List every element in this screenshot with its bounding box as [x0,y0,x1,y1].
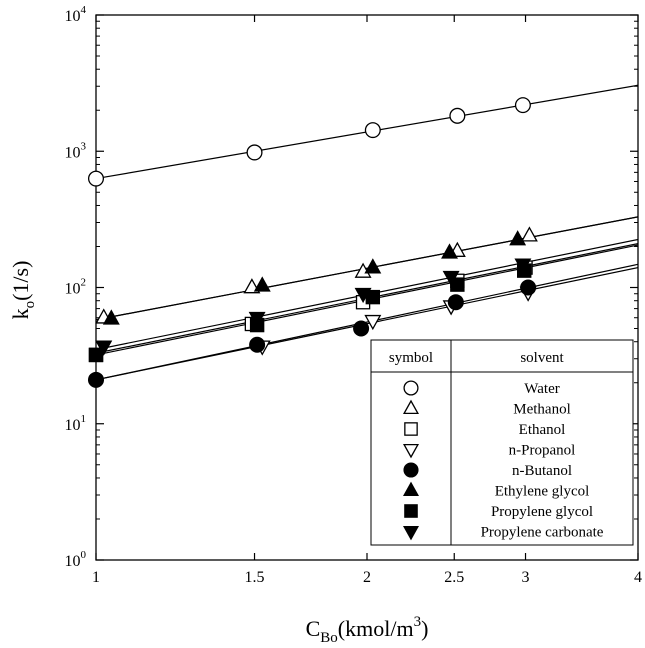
fit-line [95,216,639,321]
legend-label: Propylene carbonate [481,525,604,541]
data-points [87,97,538,388]
x-tick-label: 2 [363,569,371,586]
legend-label: n-Propanol [509,443,576,459]
x-tick-label: 1.5 [245,569,265,586]
legend-label: Ethanol [519,422,566,438]
x-tick-label: 2.5 [444,569,464,586]
data-point [514,258,532,274]
y-tick-label: 103 [65,140,87,161]
legend-header-solvent: solvent [520,350,564,366]
data-point [354,287,372,304]
x-tick-label: 4 [634,569,642,586]
data-point [353,320,370,337]
legend-symbol [402,525,420,541]
data-point [442,270,460,287]
y-tick-label: 104 [65,4,87,25]
data-point [364,314,382,331]
legend-symbol [403,380,419,396]
data-point [364,258,382,274]
y-axis-label: ko(1/s) [8,261,38,320]
data-point [520,226,538,242]
legend-symbol [403,462,419,478]
x-axis-label: CBo(kmol/m3) [306,614,429,646]
data-point [514,97,531,114]
data-point [520,279,537,296]
y-tick-label: 101 [65,413,87,434]
x-tick-label: 1 [92,569,100,586]
data-point [509,230,527,246]
legend-rows: Water Methanol Ethanol n-Propanol n-Butanol E… [402,380,604,541]
legend: symbol solvent Water Methanol Ethanol n-Pro… [370,339,634,546]
legend-symbol [402,481,420,497]
legend-symbol [404,504,418,518]
x-axis-ticks: 1 1.5 2 2.5 3 4 [92,15,642,586]
legend-label: Methanol [513,402,571,418]
legend-header-symbol: symbol [389,350,433,366]
data-point [449,107,466,124]
legend-label: n-Butanol [512,463,572,479]
data-point [95,340,113,356]
y-tick-label: 100 [65,549,87,570]
data-point [253,276,271,292]
data-point [441,243,458,259]
legend-symbol [402,443,420,459]
data-point [364,122,381,139]
x-tick-label: 3 [522,569,530,586]
data-point [102,309,120,325]
y-axis-ticks: 100 101 102 103 104 [65,4,638,570]
data-point [447,294,464,311]
data-point [87,170,105,187]
legend-symbol [404,422,418,436]
legend-symbol [402,399,420,415]
legend-label: Ethylene glycol [495,484,590,500]
data-point [249,336,266,353]
legend-label: Water [524,381,559,397]
data-point [87,371,105,388]
data-point [246,144,263,161]
data-point [248,311,266,328]
legend-label: Propylene glycol [491,504,593,520]
data-point [88,347,104,363]
y-tick-label: 102 [65,277,87,298]
